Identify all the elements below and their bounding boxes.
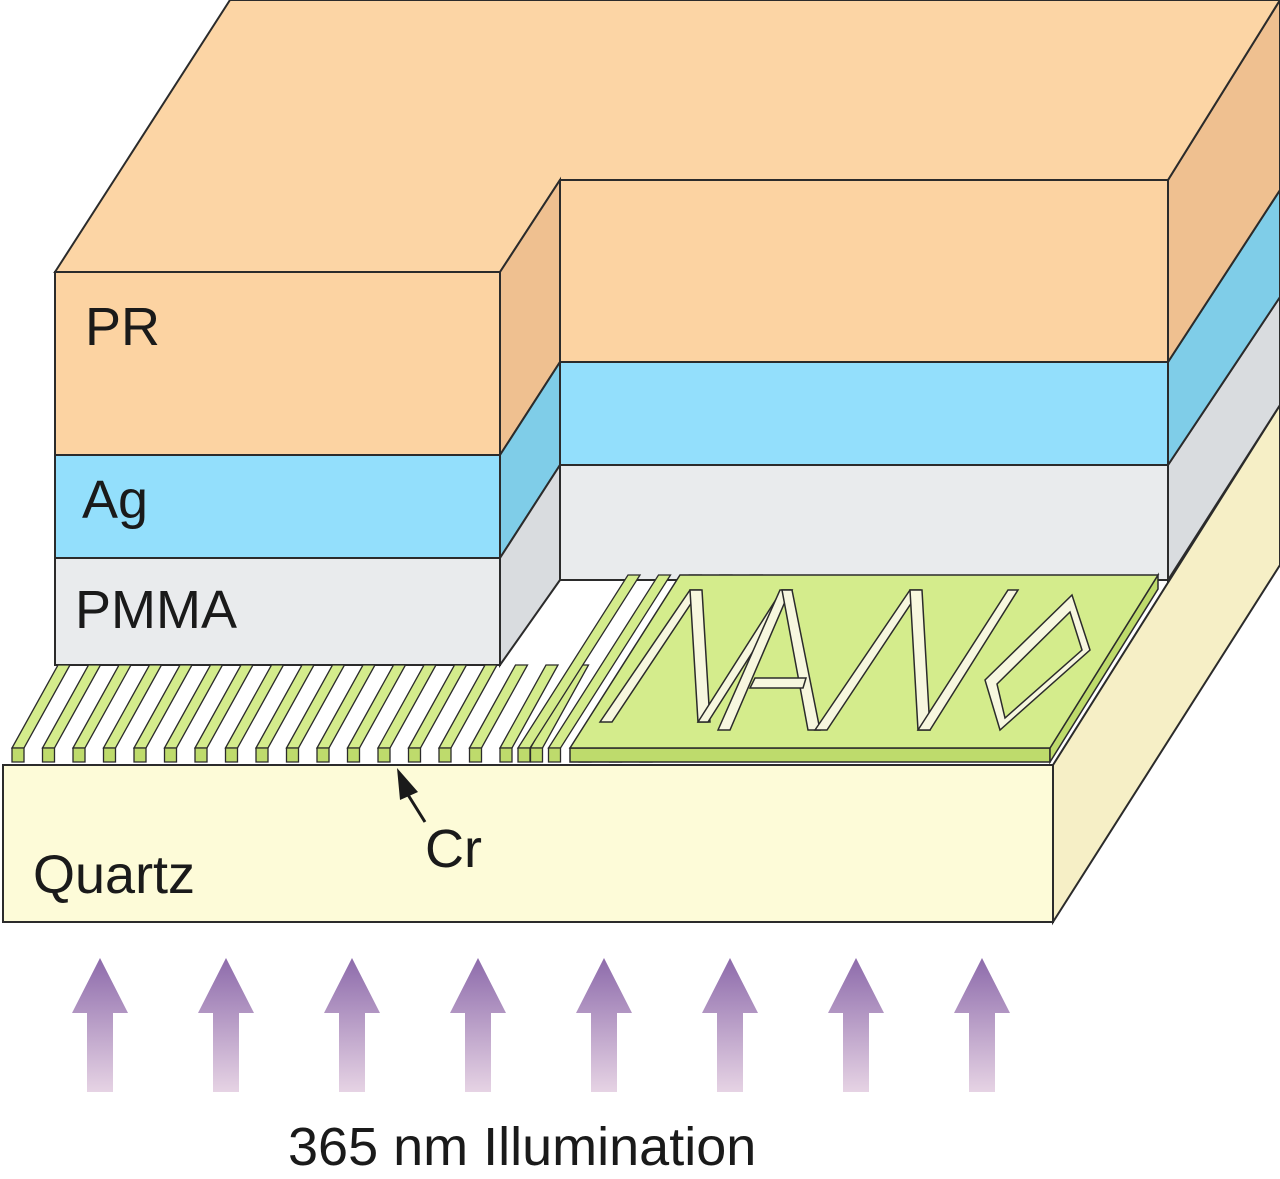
ag-back-front-face	[559, 361, 1169, 466]
cr-grating-line	[498, 664, 560, 763]
ag-front-face	[54, 454, 501, 559]
cr-grating-line	[41, 664, 102, 763]
label-pmma: PMMA	[75, 580, 237, 640]
cr-nano-pad	[568, 572, 1160, 765]
label-illumination: 365 nm Illumination	[288, 1117, 756, 1177]
cr-grating-line	[315, 664, 377, 763]
cr-pad-front-face	[569, 747, 1051, 763]
cr-grating-line	[437, 664, 499, 763]
illumination-arrow	[828, 958, 884, 1092]
illumination-arrow	[702, 958, 758, 1092]
illumination-arrow	[72, 958, 128, 1092]
cr-grating-line	[224, 664, 285, 763]
label-quartz: Quartz	[33, 845, 195, 905]
cr-grating-line	[516, 574, 642, 763]
cr-grating-line	[163, 664, 224, 763]
label-pr: PR	[85, 297, 160, 357]
cr-grating-line	[102, 664, 163, 763]
illumination-arrow	[576, 958, 632, 1092]
illumination-arrow	[324, 958, 380, 1092]
cr-grating-line	[468, 664, 529, 763]
nano-letter-n1-diag	[689, 589, 711, 723]
illumination-arrow	[450, 958, 506, 1092]
pmma-back-front-face	[559, 464, 1169, 581]
cr-pointer-arrow	[397, 768, 427, 823]
quartz-layer	[2, 403, 1280, 926]
cr-grating-line	[193, 664, 255, 763]
label-cr: Cr	[425, 819, 482, 879]
nano-letter-a-bar	[748, 677, 808, 689]
cr-grating-line	[346, 664, 407, 763]
cr-grating-line	[407, 664, 468, 763]
cr-grating-line	[71, 664, 133, 763]
cr-grating-line	[376, 664, 438, 763]
cr-grating-line	[132, 664, 194, 763]
nano-letter-n2-right	[916, 589, 1020, 731]
quartz-front-face	[2, 764, 1054, 923]
cr-grating-line	[10, 664, 72, 763]
cr-grating-line	[254, 664, 316, 763]
pr-back-front-face	[559, 179, 1169, 363]
nano-pattern	[598, 589, 1091, 732]
cr-grating-line	[547, 574, 672, 763]
illumination-arrow	[954, 958, 1010, 1092]
cr-grating-line	[285, 664, 346, 763]
left-stack	[54, 176, 561, 669]
pr-front-face	[54, 271, 501, 456]
illumination-arrows	[72, 958, 1010, 1092]
nano-letter-o-inner	[996, 610, 1083, 720]
illumination-arrow	[198, 958, 254, 1092]
label-ag: Ag	[82, 470, 148, 530]
